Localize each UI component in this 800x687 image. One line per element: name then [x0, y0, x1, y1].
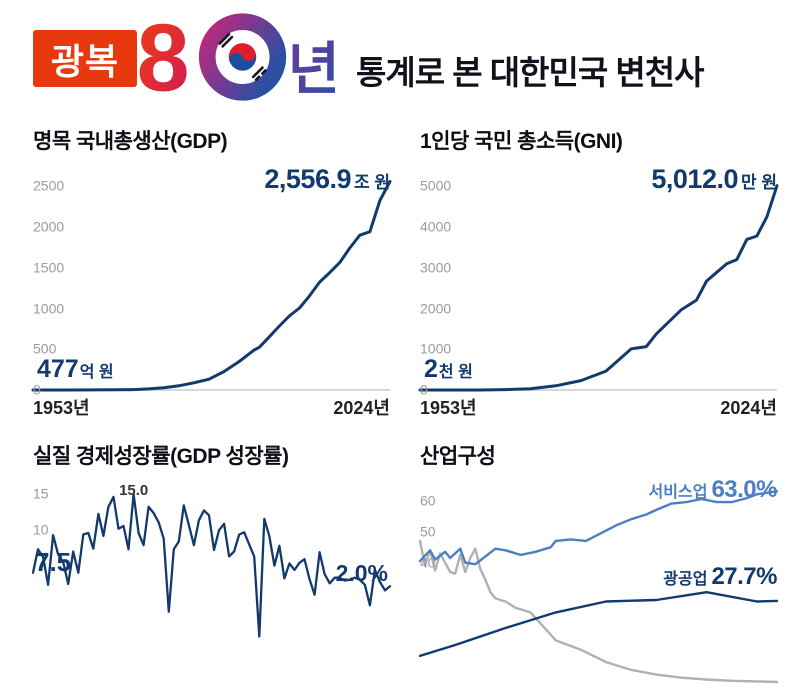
- services-share-value: 63.0%: [711, 476, 777, 503]
- logo-digit-8: 8: [138, 6, 190, 108]
- x-last-year: 2024년: [720, 398, 777, 418]
- y-tick-label: 4000: [420, 218, 452, 235]
- y-tick-label: 0: [33, 381, 41, 398]
- liberation-badge: 광복: [33, 30, 137, 87]
- gdp-x-axis: 1953년 2024년: [33, 394, 390, 420]
- gdp-panel: 명목 국내총생산(GDP) 2,556.9 조 원 477억 원 0 500 1000…: [31, 128, 392, 418]
- chart-title-gdp: 명목 국내총생산(GDP): [33, 130, 228, 153]
- gni-latest-value: 5,012.0: [651, 164, 738, 194]
- services-share-label: 서비스업 63.0%: [648, 476, 778, 504]
- gni-line-chart: 2천 원 0 1000 2000 3000 4000 5000: [418, 177, 779, 397]
- y-tick-label: 1000: [33, 299, 65, 316]
- y-tick-label: 40: [420, 554, 436, 571]
- x-first-year: 1953년: [33, 398, 90, 418]
- growth-panel: 실질 경제성장률(GDP 성장률) 15.0 7.5 2.0% 15 10: [31, 443, 392, 638]
- y-tick-label: 60: [420, 491, 436, 508]
- gdp-latest-value: 2,556.9: [264, 164, 351, 194]
- gdp-initial-value-label: 477억 원: [37, 355, 114, 384]
- y-tick-label: 1000: [420, 340, 452, 357]
- peak-value-label: 15.0: [119, 482, 149, 499]
- industry-panel: 산업구성 서비스업 63.0% 광공업 27.7% 60 50 40: [418, 443, 779, 684]
- x-last-year: 2024년: [333, 398, 390, 418]
- y-tick-label: 1500: [33, 259, 65, 276]
- avg-value-label: 7.5: [35, 547, 72, 577]
- logo-suffix-year: 년: [288, 38, 340, 101]
- gni-x-axis: 1953년 2024년: [420, 394, 777, 420]
- gni-latest-unit: 만 원: [740, 173, 777, 192]
- gdp-latest-unit: 조 원: [353, 173, 390, 192]
- gni-latest-value-label: 5,012.0 만 원: [651, 164, 777, 195]
- y-tick-label: 2000: [33, 218, 65, 235]
- gni-initial-unit: 천 원: [438, 364, 473, 381]
- y-tick-label: 0: [420, 381, 428, 398]
- y-tick-label: 3000: [420, 259, 452, 276]
- gdp-latest-value-label: 2,556.9 조 원: [264, 164, 390, 195]
- growth-line-chart: 15.0 7.5 2.0% 15 10: [31, 482, 392, 657]
- chart-title-industry: 산업구성: [420, 445, 496, 468]
- y-tick-label: 10: [33, 520, 49, 537]
- services-series-name: 서비스업: [648, 484, 708, 501]
- y-tick-label: 5000: [420, 177, 452, 194]
- growth-latest-value-label: 2.0%: [335, 560, 388, 586]
- industry-line-chart: 서비스업 63.0% 광공업 27.7% 60 50 40: [418, 476, 779, 687]
- mining-share-label: 광공업 27.7%: [663, 563, 777, 591]
- chart-title-gni: 1인당 국민 총소득(GNI): [420, 130, 623, 153]
- chart-title-growth: 실질 경제성장률(GDP 성장률): [33, 445, 289, 468]
- infographic-page: 광복 8: [31, 6, 779, 684]
- page-title: 통계로 본 대한민국 변천사: [356, 54, 704, 91]
- y-tick-label: 500: [33, 340, 57, 357]
- gni-panel: 1인당 국민 총소득(GNI) 5,012.0 만 원 2천 원 0 1000 200…: [418, 128, 779, 418]
- gni-initial-value: 2: [424, 355, 438, 383]
- gdp-initial-unit: 억 원: [79, 364, 114, 381]
- gdp-initial-value: 477: [37, 355, 79, 383]
- mining-share-value: 27.7%: [711, 563, 777, 590]
- y-tick-label: 50: [420, 522, 436, 539]
- gdp-line-chart: 477억 원 0 500 1000 1500 2000 2500: [31, 177, 392, 397]
- logo-80-emblem: 8: [138, 6, 340, 108]
- taegeuk-zero-icon: [198, 13, 287, 101]
- y-tick-label: 2500: [33, 177, 65, 194]
- x-first-year: 1953년: [420, 398, 477, 418]
- y-tick-label: 15: [33, 485, 49, 502]
- gni-initial-value-label: 2천 원: [424, 355, 473, 384]
- y-tick-label: 2000: [420, 299, 452, 316]
